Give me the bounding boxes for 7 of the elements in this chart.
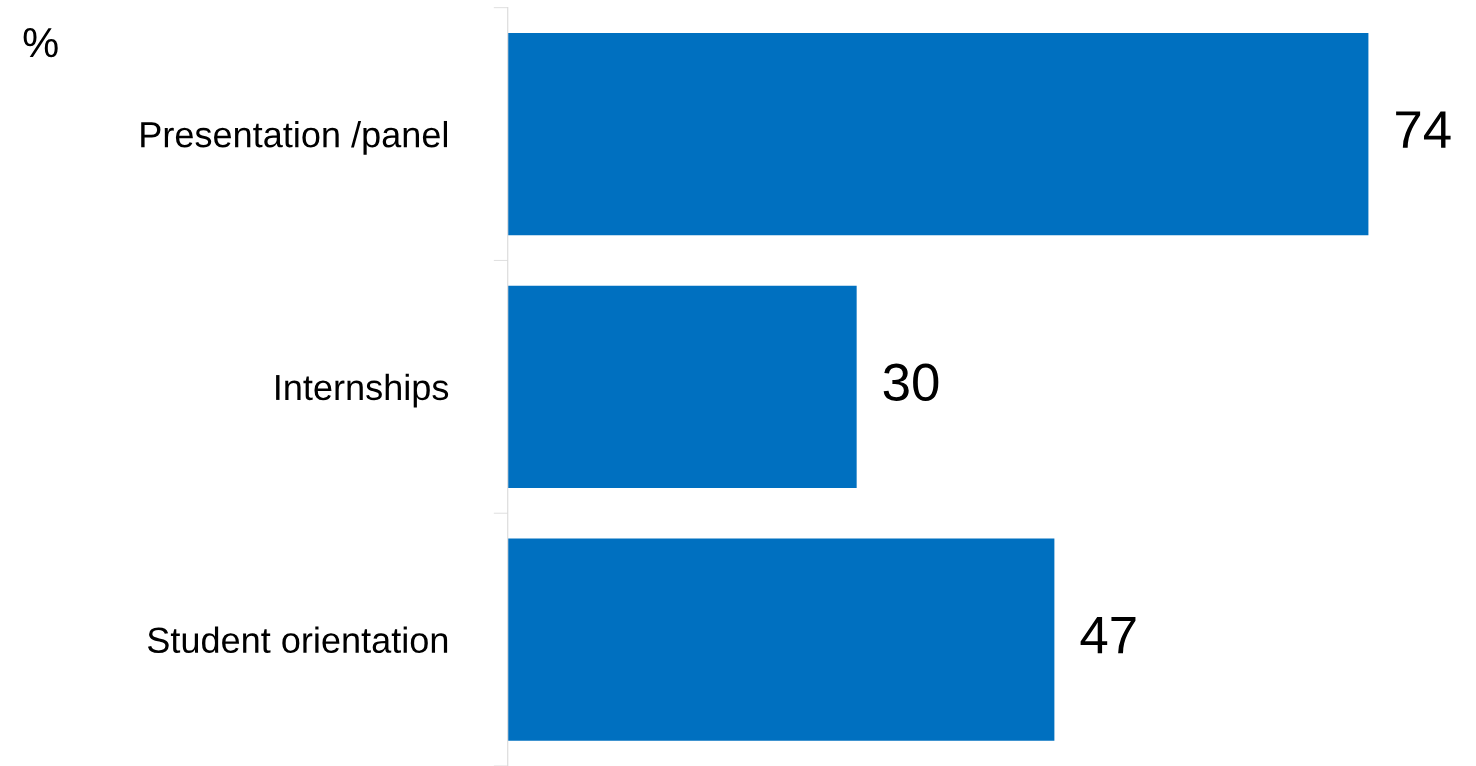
y-tick-label: Presentation /panel [141, 120, 448, 155]
y-tick-label: Internships [276, 373, 449, 408]
data-label: 74 [1396, 111, 1451, 148]
data-label: 47 [1080, 616, 1136, 654]
y-tick-label: Student orientation [147, 626, 448, 654]
data-label: 30 [883, 363, 939, 401]
y-axis-title: % [23, 28, 58, 58]
